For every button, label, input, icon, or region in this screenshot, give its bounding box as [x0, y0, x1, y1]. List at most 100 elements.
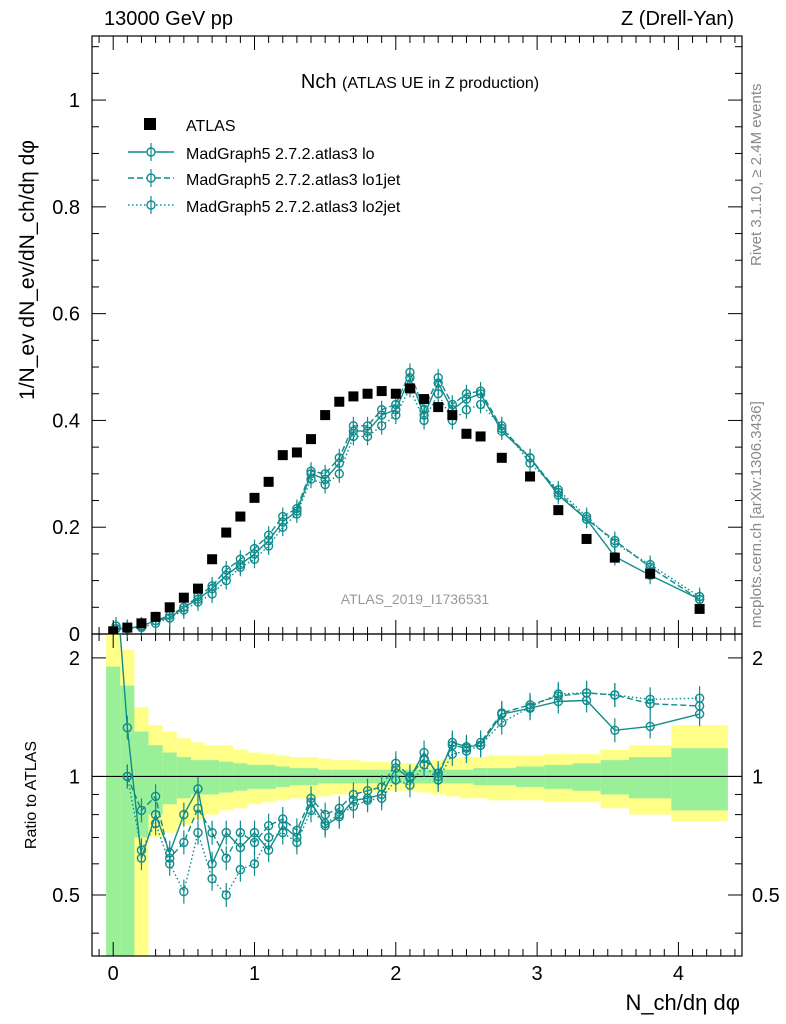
- x-tick-label: 0: [108, 963, 119, 985]
- uncertainty-band-inner: [162, 752, 177, 805]
- ratio-point: [122, 771, 133, 782]
- data-point: [553, 505, 564, 516]
- ratio-point: [391, 758, 401, 768]
- mc-point: [334, 469, 344, 479]
- ratio-point: [278, 827, 288, 838]
- mc-line-solid: [116, 375, 700, 630]
- data-point: [419, 394, 430, 405]
- ratio-point: [221, 827, 231, 838]
- x-axis-title: N_ch/dη dφ: [625, 990, 740, 1015]
- data-point: [306, 434, 317, 445]
- mc-point: [497, 421, 507, 431]
- ratio-point: [136, 845, 147, 855]
- mc-point: [362, 431, 373, 442]
- mc-point: [405, 367, 415, 378]
- ratio-point: [362, 795, 373, 805]
- data-point: [433, 402, 444, 413]
- ratio-frame: [91, 633, 743, 957]
- data-point: [207, 554, 218, 565]
- data-point: [235, 511, 246, 522]
- ratio-y-tick-label-left: 0.5: [52, 885, 80, 907]
- x-tick-label: 1: [249, 963, 260, 985]
- ratio-line-entry: [119, 633, 129, 728]
- ratio-point: [193, 784, 203, 794]
- ratio-point: [193, 803, 203, 814]
- mc-point: [376, 421, 387, 431]
- data-point: [221, 527, 232, 538]
- ratio-point: [475, 740, 486, 750]
- y-tick-label: 0.4: [52, 410, 80, 432]
- analysis-watermark: ATLAS_2019_I1736531: [341, 591, 490, 607]
- mc-point: [348, 431, 359, 442]
- ratio-y-tick-label-right: 2: [752, 648, 763, 670]
- ratio-point: [165, 859, 175, 869]
- data-point: [192, 583, 203, 594]
- y-axis-title: 1/N_ev dN_ev/dN_ch/dη dφ: [16, 140, 39, 400]
- data-point: [150, 611, 161, 622]
- legend-label: MadGraph5 2.7.2.atlas3 lo: [186, 146, 375, 163]
- data-point: [277, 450, 288, 461]
- ratio-point: [221, 853, 231, 863]
- data-point: [694, 603, 705, 614]
- uncertainty-band-inner: [205, 760, 220, 795]
- x-tick-label: 2: [390, 963, 401, 985]
- ratio-point: [249, 837, 260, 848]
- data-point: [376, 386, 387, 397]
- mc-point: [179, 605, 189, 615]
- data-point: [348, 391, 359, 402]
- ratio-point: [179, 886, 189, 897]
- upper-panel: 0 0.2 0.4 0.6 0.8 1 1/N_ev dN_ev/dN_ch/dη dφ Nc…: [16, 35, 743, 956]
- mc-point: [461, 389, 472, 399]
- data-point: [461, 428, 472, 439]
- mc-point: [320, 479, 330, 490]
- ratio-point: [320, 818, 330, 829]
- ratio-point: [525, 702, 535, 712]
- legend-marker-data: [144, 118, 156, 130]
- uncertainty-band-inner: [106, 666, 121, 956]
- mc-point: [391, 410, 401, 420]
- ratio-point: [207, 827, 217, 838]
- ratio-point: [645, 721, 655, 732]
- mc-point: [433, 373, 443, 383]
- mc-line-dotted: [115, 386, 700, 630]
- legend-label: ATLAS: [186, 118, 236, 135]
- legend-label: MadGraph5 2.7.2.atlas3 lo2jet: [186, 199, 401, 216]
- y-tick-label: 0.2: [52, 517, 80, 539]
- data-point: [496, 452, 507, 463]
- mc-point: [292, 509, 302, 519]
- data-point: [645, 568, 656, 579]
- mc-point: [334, 453, 344, 463]
- y-tick-label: 0.8: [52, 197, 80, 219]
- ratio-point: [433, 775, 443, 785]
- ratio-point: [419, 760, 429, 770]
- data-point: [404, 383, 415, 394]
- mc-point: [461, 405, 472, 415]
- data-point: [320, 410, 331, 421]
- y-tick-label: 0.6: [52, 304, 80, 326]
- mc-point: [263, 541, 274, 551]
- data-point: [362, 388, 373, 399]
- plot-subtitle: (ATLAS UE in Z production): [342, 75, 539, 92]
- mc-point: [581, 511, 592, 522]
- plot-title: Nch (ATLAS UE in Z production): [301, 71, 539, 93]
- mc-point: [694, 591, 705, 602]
- mc-point: [193, 597, 203, 607]
- mc-point: [433, 389, 443, 399]
- data-point: [164, 602, 175, 613]
- y-tick-label: 1: [69, 90, 80, 112]
- mc-point: [221, 575, 231, 586]
- data-point: [178, 592, 189, 603]
- ratio-point: [179, 809, 189, 820]
- ratio-point: [179, 837, 189, 848]
- ratio-point: [581, 688, 592, 698]
- mc-point: [278, 522, 288, 532]
- uncertainty-band-inner: [120, 685, 135, 956]
- mc-point: [306, 474, 316, 484]
- ratio-point: [376, 793, 387, 804]
- uncertainty-band-inner: [671, 748, 728, 811]
- ratio-point: [150, 818, 161, 829]
- data-point: [136, 618, 147, 629]
- data-point: [609, 552, 620, 563]
- legend-label: MadGraph5 2.7.2.atlas3 lo1jet: [186, 172, 401, 189]
